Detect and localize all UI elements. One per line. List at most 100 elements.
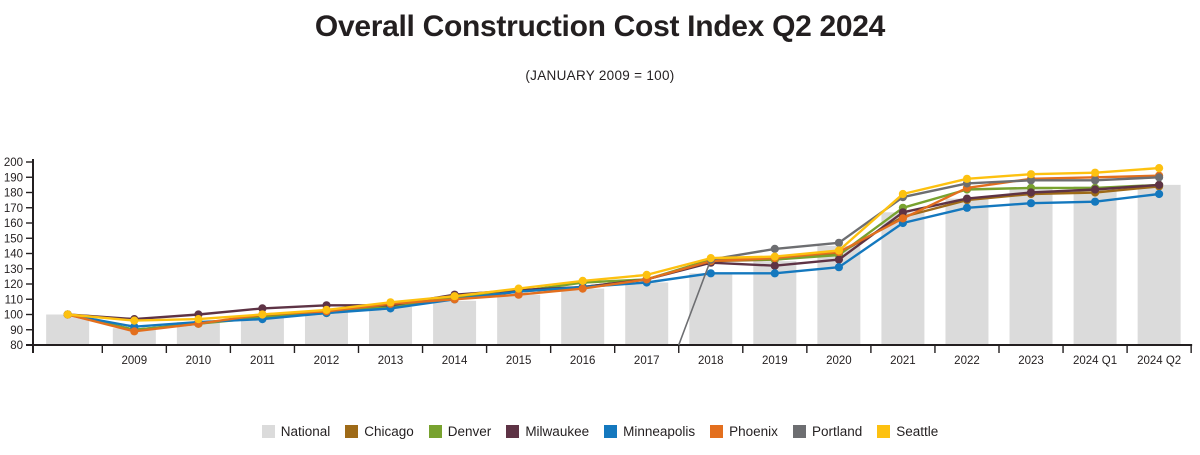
legend-item-chicago[interactable]: Chicago xyxy=(345,424,414,439)
bar-national-17[interactable] xyxy=(1137,184,1181,345)
legend-item-milwaukee[interactable]: Milwaukee xyxy=(506,424,589,439)
x-tick-label: 2016 xyxy=(570,355,596,367)
x-tick-label: 2013 xyxy=(378,355,404,367)
y-tick-label: 120 xyxy=(4,279,23,291)
bar-national-2[interactable] xyxy=(176,322,220,345)
data-point-milwaukee[interactable] xyxy=(1026,188,1036,197)
data-point-seattle[interactable] xyxy=(578,276,587,285)
data-point-seattle[interactable] xyxy=(706,254,715,263)
data-point-phoenix[interactable] xyxy=(578,284,587,293)
legend-swatch-icon xyxy=(792,425,806,438)
data-point-portland[interactable] xyxy=(770,244,779,253)
data-point-phoenix[interactable] xyxy=(514,290,523,299)
y-tick-label: 100 xyxy=(4,310,23,322)
data-point-milwaukee[interactable] xyxy=(1155,180,1164,189)
data-point-portland[interactable] xyxy=(834,238,844,247)
legend-item-national[interactable]: National xyxy=(261,424,330,439)
data-point-minneapolis[interactable] xyxy=(834,263,844,272)
data-point-minneapolis[interactable] xyxy=(1155,189,1164,199)
data-point-portland[interactable] xyxy=(1091,176,1100,185)
bar-national-9[interactable] xyxy=(625,282,669,345)
legend-swatch-icon xyxy=(261,425,275,438)
x-tick-label: 2019 xyxy=(762,355,788,367)
bar-national-16[interactable] xyxy=(1073,186,1117,345)
data-point-portland[interactable] xyxy=(1026,176,1036,185)
data-point-seattle[interactable] xyxy=(322,305,331,314)
data-point-seattle[interactable] xyxy=(898,189,908,199)
y-tick-label: 190 xyxy=(4,172,23,184)
data-point-minneapolis[interactable] xyxy=(1091,197,1100,206)
data-point-seattle[interactable] xyxy=(834,246,844,255)
bar-national-1[interactable] xyxy=(112,328,156,345)
data-point-milwaukee[interactable] xyxy=(770,261,779,270)
legend-item-seattle[interactable]: Seattle xyxy=(877,424,938,439)
y-tick-label: 150 xyxy=(4,233,23,245)
data-point-seattle[interactable] xyxy=(450,292,459,301)
data-point-seattle[interactable] xyxy=(962,174,972,183)
legend-swatch-icon xyxy=(877,425,891,438)
data-point-minneapolis[interactable] xyxy=(1026,199,1036,208)
legend-item-minneapolis[interactable]: Minneapolis xyxy=(604,424,695,439)
data-point-phoenix[interactable] xyxy=(130,327,139,336)
data-point-minneapolis[interactable] xyxy=(706,269,715,278)
legend-label: Portland xyxy=(811,424,863,439)
legend-label: Seattle xyxy=(896,424,939,439)
bar-national-6[interactable] xyxy=(433,300,477,345)
page-title: Overall Construction Cost Index Q2 2024 xyxy=(314,10,886,43)
y-tick-label: 180 xyxy=(4,188,23,200)
chart-legend: National Chicago Denver Milwaukee Minneapoli… xyxy=(0,424,1200,439)
data-point-seattle[interactable] xyxy=(770,252,779,261)
legend-label: Minneapolis xyxy=(623,424,696,439)
x-tick-label: 2021 xyxy=(890,355,916,367)
legend-item-denver[interactable]: Denver xyxy=(428,424,491,439)
data-point-seattle[interactable] xyxy=(63,310,72,319)
data-point-seattle[interactable] xyxy=(1026,170,1036,179)
data-point-milwaukee[interactable] xyxy=(834,255,844,264)
y-tick-label: 110 xyxy=(5,294,23,306)
x-tick-label: 2023 xyxy=(1018,355,1044,367)
chart-canvas: 80 90 100 110 120 130 140 150 160 170 180 190 200 200… xyxy=(4,157,1193,367)
bar-national-0[interactable] xyxy=(46,314,90,346)
data-point-seattle[interactable] xyxy=(194,315,203,324)
x-tick-label: 2012 xyxy=(314,355,340,367)
data-point-milwaukee[interactable] xyxy=(258,304,267,313)
legend-label: Chicago xyxy=(364,424,414,439)
x-tick-label: 2018 xyxy=(698,355,724,367)
y-tick-label: 140 xyxy=(4,249,23,261)
bar-national-5[interactable] xyxy=(369,306,413,345)
data-point-seattle[interactable] xyxy=(1091,168,1100,177)
bar-national-7[interactable] xyxy=(497,294,541,345)
data-point-seattle[interactable] xyxy=(130,316,139,325)
legend-label: Phoenix xyxy=(729,424,778,439)
chart-subtitle: (JANUARY 2009 = 100) xyxy=(525,68,675,83)
legend-item-phoenix[interactable]: Phoenix xyxy=(710,424,778,439)
data-point-portland[interactable] xyxy=(1155,173,1164,182)
line-series-minneapolis xyxy=(63,189,1164,331)
y-tick-label: 160 xyxy=(4,218,23,230)
line-series-seattle xyxy=(63,164,1164,325)
data-point-milwaukee[interactable] xyxy=(962,194,972,203)
bar-national-13[interactable] xyxy=(881,212,925,345)
y-tick-label: 90 xyxy=(10,325,23,337)
data-point-milwaukee[interactable] xyxy=(898,208,908,217)
data-point-milwaukee[interactable] xyxy=(1091,185,1100,194)
bar-national-10[interactable] xyxy=(689,273,733,345)
bar-national-8[interactable] xyxy=(561,288,605,345)
x-tick-label: 2017 xyxy=(634,355,660,367)
legend-swatch-icon xyxy=(506,425,520,438)
cost-index-chart: 80 90 100 110 120 130 140 150 160 170 180 190 200 200… xyxy=(0,140,1200,395)
x-tick-label: 2014 xyxy=(442,355,468,367)
legend-label: Milwaukee xyxy=(525,424,590,439)
data-point-minneapolis[interactable] xyxy=(962,203,972,212)
data-point-seattle[interactable] xyxy=(1155,164,1164,173)
y-tick-label: 80 xyxy=(10,340,23,352)
data-point-seattle[interactable] xyxy=(258,310,267,319)
legend-item-portland[interactable]: Portland xyxy=(792,424,863,439)
data-point-seattle[interactable] xyxy=(642,270,651,279)
data-point-seattle[interactable] xyxy=(386,298,395,307)
data-point-seattle[interactable] xyxy=(514,284,523,293)
data-point-phoenix[interactable] xyxy=(898,214,908,223)
bar-national-14[interactable] xyxy=(945,198,989,345)
data-point-minneapolis[interactable] xyxy=(770,269,779,278)
bar-national-15[interactable] xyxy=(1009,187,1053,345)
